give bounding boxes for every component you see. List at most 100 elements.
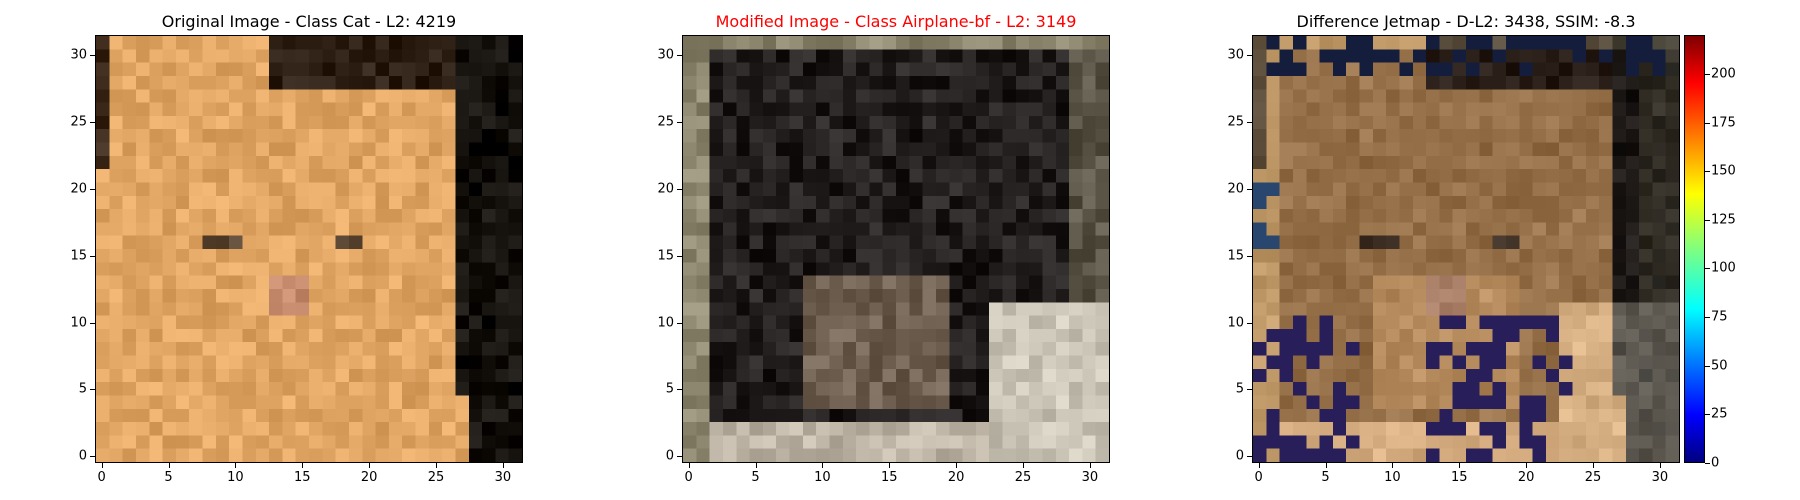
x-tick-label: 5 (751, 470, 760, 485)
x-tick-label: 30 (1651, 470, 1669, 485)
x-tick-label: 25 (427, 470, 445, 485)
y-tick-mark (677, 456, 682, 458)
image-axes-difference (1252, 35, 1680, 463)
colorbar-tick-mark (1705, 414, 1710, 416)
y-tick-label: 0 (665, 448, 674, 464)
y-tick-mark (1247, 188, 1252, 190)
y-tick-mark (677, 389, 682, 391)
y-tick-label: 20 (657, 181, 674, 197)
x-tick-label: 25 (1584, 470, 1602, 485)
image-original (96, 36, 522, 462)
y-tick-mark (1247, 55, 1252, 57)
y-tick-label: 20 (70, 181, 87, 197)
x-tick-label: 15 (881, 470, 898, 485)
y-tick-label: 5 (665, 381, 674, 397)
x-tick-label: 5 (1321, 470, 1330, 485)
y-tick-mark (90, 55, 95, 57)
image-axes-original (95, 35, 523, 463)
chart-title-original: Original Image - Class Cat - L2: 4219 (161, 12, 457, 31)
x-tick-label: 15 (294, 470, 311, 485)
y-tick-label: 15 (70, 248, 87, 264)
colorbar-tick-mark (1705, 73, 1710, 75)
y-tick-label: 5 (78, 381, 87, 397)
y-tick-label: 10 (70, 315, 87, 331)
x-tick-label: 20 (1517, 470, 1535, 485)
colorbar-tick-mark (1705, 365, 1710, 367)
colorbar-tick-label: 25 (1711, 406, 1728, 422)
x-tick-mark (168, 463, 170, 468)
colorbar-tick-label: 150 (1711, 163, 1736, 179)
y-tick-label: 0 (78, 448, 87, 464)
y-tick-label: 30 (657, 47, 674, 63)
y-tick-mark (1247, 456, 1252, 458)
x-tick-mark (889, 463, 891, 468)
colorbar-tick-label: 200 (1711, 66, 1736, 82)
x-tick-mark (1325, 463, 1327, 468)
colorbar-tick-mark (1705, 219, 1710, 221)
y-tick-mark (677, 121, 682, 123)
x-tick-mark (1593, 463, 1595, 468)
y-tick-label: 25 (657, 114, 674, 130)
colorbar-tick-mark (1705, 122, 1710, 124)
y-tick-label: 25 (1227, 114, 1244, 130)
colorbar-tick-label: 175 (1711, 115, 1736, 131)
x-tick-label: 25 (1014, 470, 1032, 485)
colorbar-tick-label: 100 (1711, 260, 1736, 276)
y-tick-mark (90, 456, 95, 458)
x-tick-mark (101, 463, 103, 468)
y-tick-mark (677, 255, 682, 257)
colorbar (1684, 35, 1705, 463)
y-tick-label: 20 (1227, 181, 1244, 197)
x-tick-label: 0 (684, 470, 693, 485)
y-tick-mark (90, 188, 95, 190)
y-tick-label: 10 (657, 315, 674, 331)
y-tick-label: 15 (1227, 248, 1244, 264)
y-tick-mark (1247, 322, 1252, 324)
y-tick-label: 5 (1235, 381, 1244, 397)
x-tick-mark (369, 463, 371, 468)
y-tick-label: 15 (657, 248, 674, 264)
x-tick-label: 20 (947, 470, 965, 485)
x-tick-label: 20 (360, 470, 378, 485)
x-tick-mark (1459, 463, 1461, 468)
x-tick-label: 5 (164, 470, 173, 485)
image-axes-modified (682, 35, 1110, 463)
y-tick-mark (90, 322, 95, 324)
x-tick-mark (1526, 463, 1528, 468)
colorbar-tick-label: 125 (1711, 212, 1736, 228)
x-tick-label: 10 (814, 470, 831, 485)
colorbar-tick-label: 75 (1711, 309, 1728, 325)
colorbar-tick-label: 50 (1711, 358, 1728, 374)
x-tick-mark (1392, 463, 1394, 468)
y-tick-mark (677, 322, 682, 324)
colorbar-tick-label: 0 (1711, 455, 1720, 471)
x-tick-label: 0 (1254, 470, 1263, 485)
y-tick-mark (677, 55, 682, 57)
x-tick-mark (1023, 463, 1025, 468)
x-tick-label: 15 (1451, 470, 1468, 485)
y-tick-label: 0 (1235, 448, 1244, 464)
y-tick-mark (1247, 255, 1252, 257)
x-tick-label: 30 (1081, 470, 1099, 485)
x-tick-mark (302, 463, 304, 468)
chart-title-difference: Difference Jetmap - D-L2: 3438, SSIM: -8… (1296, 12, 1636, 31)
x-tick-mark (755, 463, 757, 468)
colorbar-tick-mark (1705, 268, 1710, 270)
x-tick-label: 0 (97, 470, 106, 485)
x-tick-mark (688, 463, 690, 468)
y-tick-label: 25 (70, 114, 87, 130)
x-tick-mark (822, 463, 824, 468)
image-difference (1253, 36, 1679, 462)
y-tick-mark (90, 121, 95, 123)
x-tick-label: 10 (1384, 470, 1401, 485)
y-tick-mark (1247, 389, 1252, 391)
y-tick-mark (677, 188, 682, 190)
x-tick-mark (502, 463, 504, 468)
x-tick-label: 30 (494, 470, 512, 485)
chart-title-modified: Modified Image - Class Airplane-bf - L2:… (715, 12, 1077, 31)
colorbar-tick-mark (1705, 171, 1710, 173)
y-tick-mark (1247, 121, 1252, 123)
y-tick-mark (90, 255, 95, 257)
y-tick-label: 30 (1227, 47, 1244, 63)
